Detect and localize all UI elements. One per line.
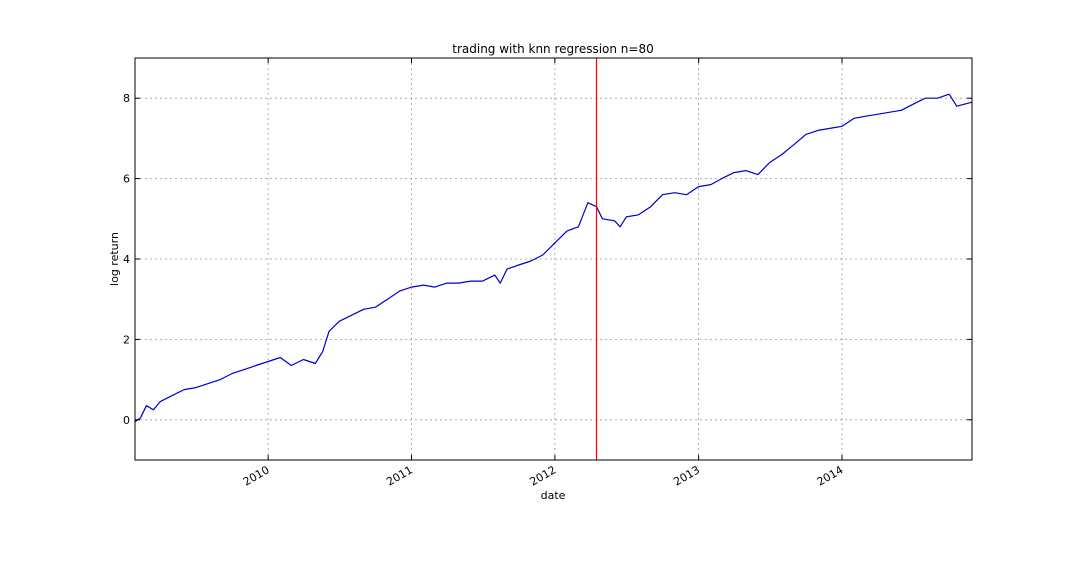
x-tick-label: 2010: [241, 463, 272, 488]
y-axis-ticks: 0 2 4 6 8: [123, 92, 972, 427]
y-tick-label: 4: [123, 253, 130, 266]
chart-title: trading with knn regression n=80: [452, 42, 653, 56]
plot-background: [135, 58, 972, 460]
x-axis-label: date: [541, 489, 566, 502]
series-line: [134, 93, 973, 423]
y-tick-label: 8: [123, 92, 130, 105]
y-tick-label: 2: [123, 333, 130, 346]
y-tick-label: 6: [123, 173, 130, 186]
x-tick-label: 2013: [671, 463, 702, 488]
series-group: [134, 93, 973, 423]
x-tick-label: 2014: [815, 463, 846, 488]
grid-lines: [135, 58, 972, 460]
y-tick-label: 0: [123, 414, 130, 427]
y-axis-label: log return: [108, 232, 121, 286]
x-tick-label: 2011: [384, 463, 415, 488]
x-tick-label: 2012: [528, 463, 559, 488]
